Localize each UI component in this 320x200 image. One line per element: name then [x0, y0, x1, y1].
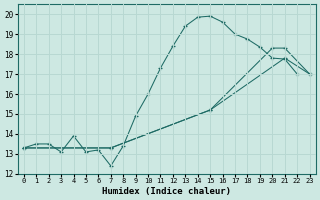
X-axis label: Humidex (Indice chaleur): Humidex (Indice chaleur)	[102, 187, 231, 196]
